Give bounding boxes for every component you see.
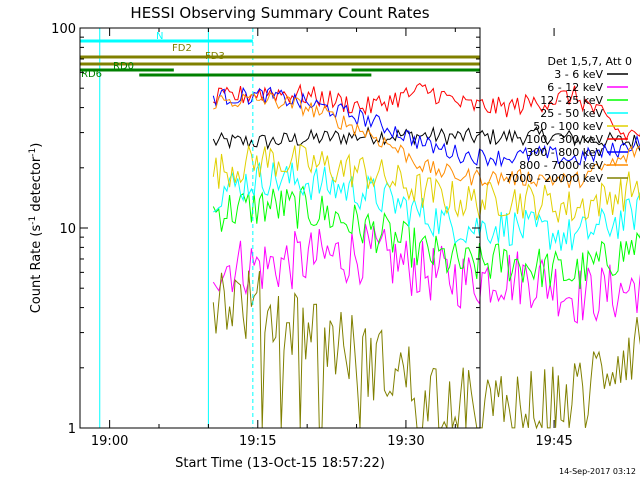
flag-label: RD0 — [113, 61, 134, 72]
y-axis-label-part: ) — [29, 143, 44, 148]
series-line — [212, 223, 640, 324]
legend-title: Det 1,5,7, Att 0 — [548, 55, 632, 68]
series-line — [213, 82, 640, 142]
y-axis-label-exponent: -1 — [28, 148, 38, 157]
flag-label: N — [156, 31, 163, 42]
legend-label: 6 - 12 keV — [547, 81, 603, 94]
flag-label: FD3 — [205, 51, 225, 62]
flag-bars: N FD2 FD3 RD0 RD6 — [80, 31, 480, 80]
series-line — [212, 125, 640, 152]
y-axis-label-part: detector — [29, 156, 44, 216]
y-axis-label: Count Rate (s-1 detector-1) — [28, 143, 44, 314]
legend-label: 50 - 100 keV — [533, 120, 603, 133]
x-tick-label: 19:30 — [387, 434, 424, 449]
flag-label: RD6 — [81, 69, 102, 80]
x-tick-label: 19:45 — [535, 434, 572, 449]
y-axis-label-part: Count Rate (s — [29, 225, 44, 314]
x-tick-label: 19:00 — [91, 434, 128, 449]
legend-label: 12 - 25 keV — [540, 94, 603, 107]
series-line — [212, 144, 640, 223]
series-line — [212, 185, 640, 289]
x-axis-label: Start Time (13-Oct-15 18:57:22) — [175, 456, 385, 471]
marker-layer — [99, 28, 254, 428]
y-axis-label-exponent: -1 — [28, 216, 38, 225]
data-layer — [212, 82, 640, 430]
series-line — [212, 86, 640, 168]
series-line — [213, 92, 640, 189]
series-line — [212, 270, 640, 430]
x-tick-label: 19:15 — [239, 434, 276, 449]
legend-label: 25 - 50 keV — [540, 107, 603, 120]
series-line — [213, 161, 640, 251]
legend-label: 300 - 800 keV — [526, 146, 603, 159]
axes: 19:0019:1519:3019:4520:0020:1520:3011010… — [51, 22, 573, 449]
y-tick-label: 1 — [68, 422, 76, 437]
legend-label: 7000 - 20000 keV — [505, 172, 603, 185]
y-tick-label: 100 — [51, 22, 76, 37]
legend-label: 3 - 6 keV — [554, 68, 603, 81]
footer-date: 14-Sep-2017 03:12 — [559, 467, 636, 476]
legend-label: 800 - 7000 keV — [519, 159, 603, 172]
y-tick-label: 10 — [59, 222, 76, 237]
flag-label: FD2 — [172, 43, 192, 54]
legend-label: 100 - 300 keV — [526, 133, 603, 146]
chart-title: HESSI Observing Summary Count Rates — [130, 4, 429, 22]
